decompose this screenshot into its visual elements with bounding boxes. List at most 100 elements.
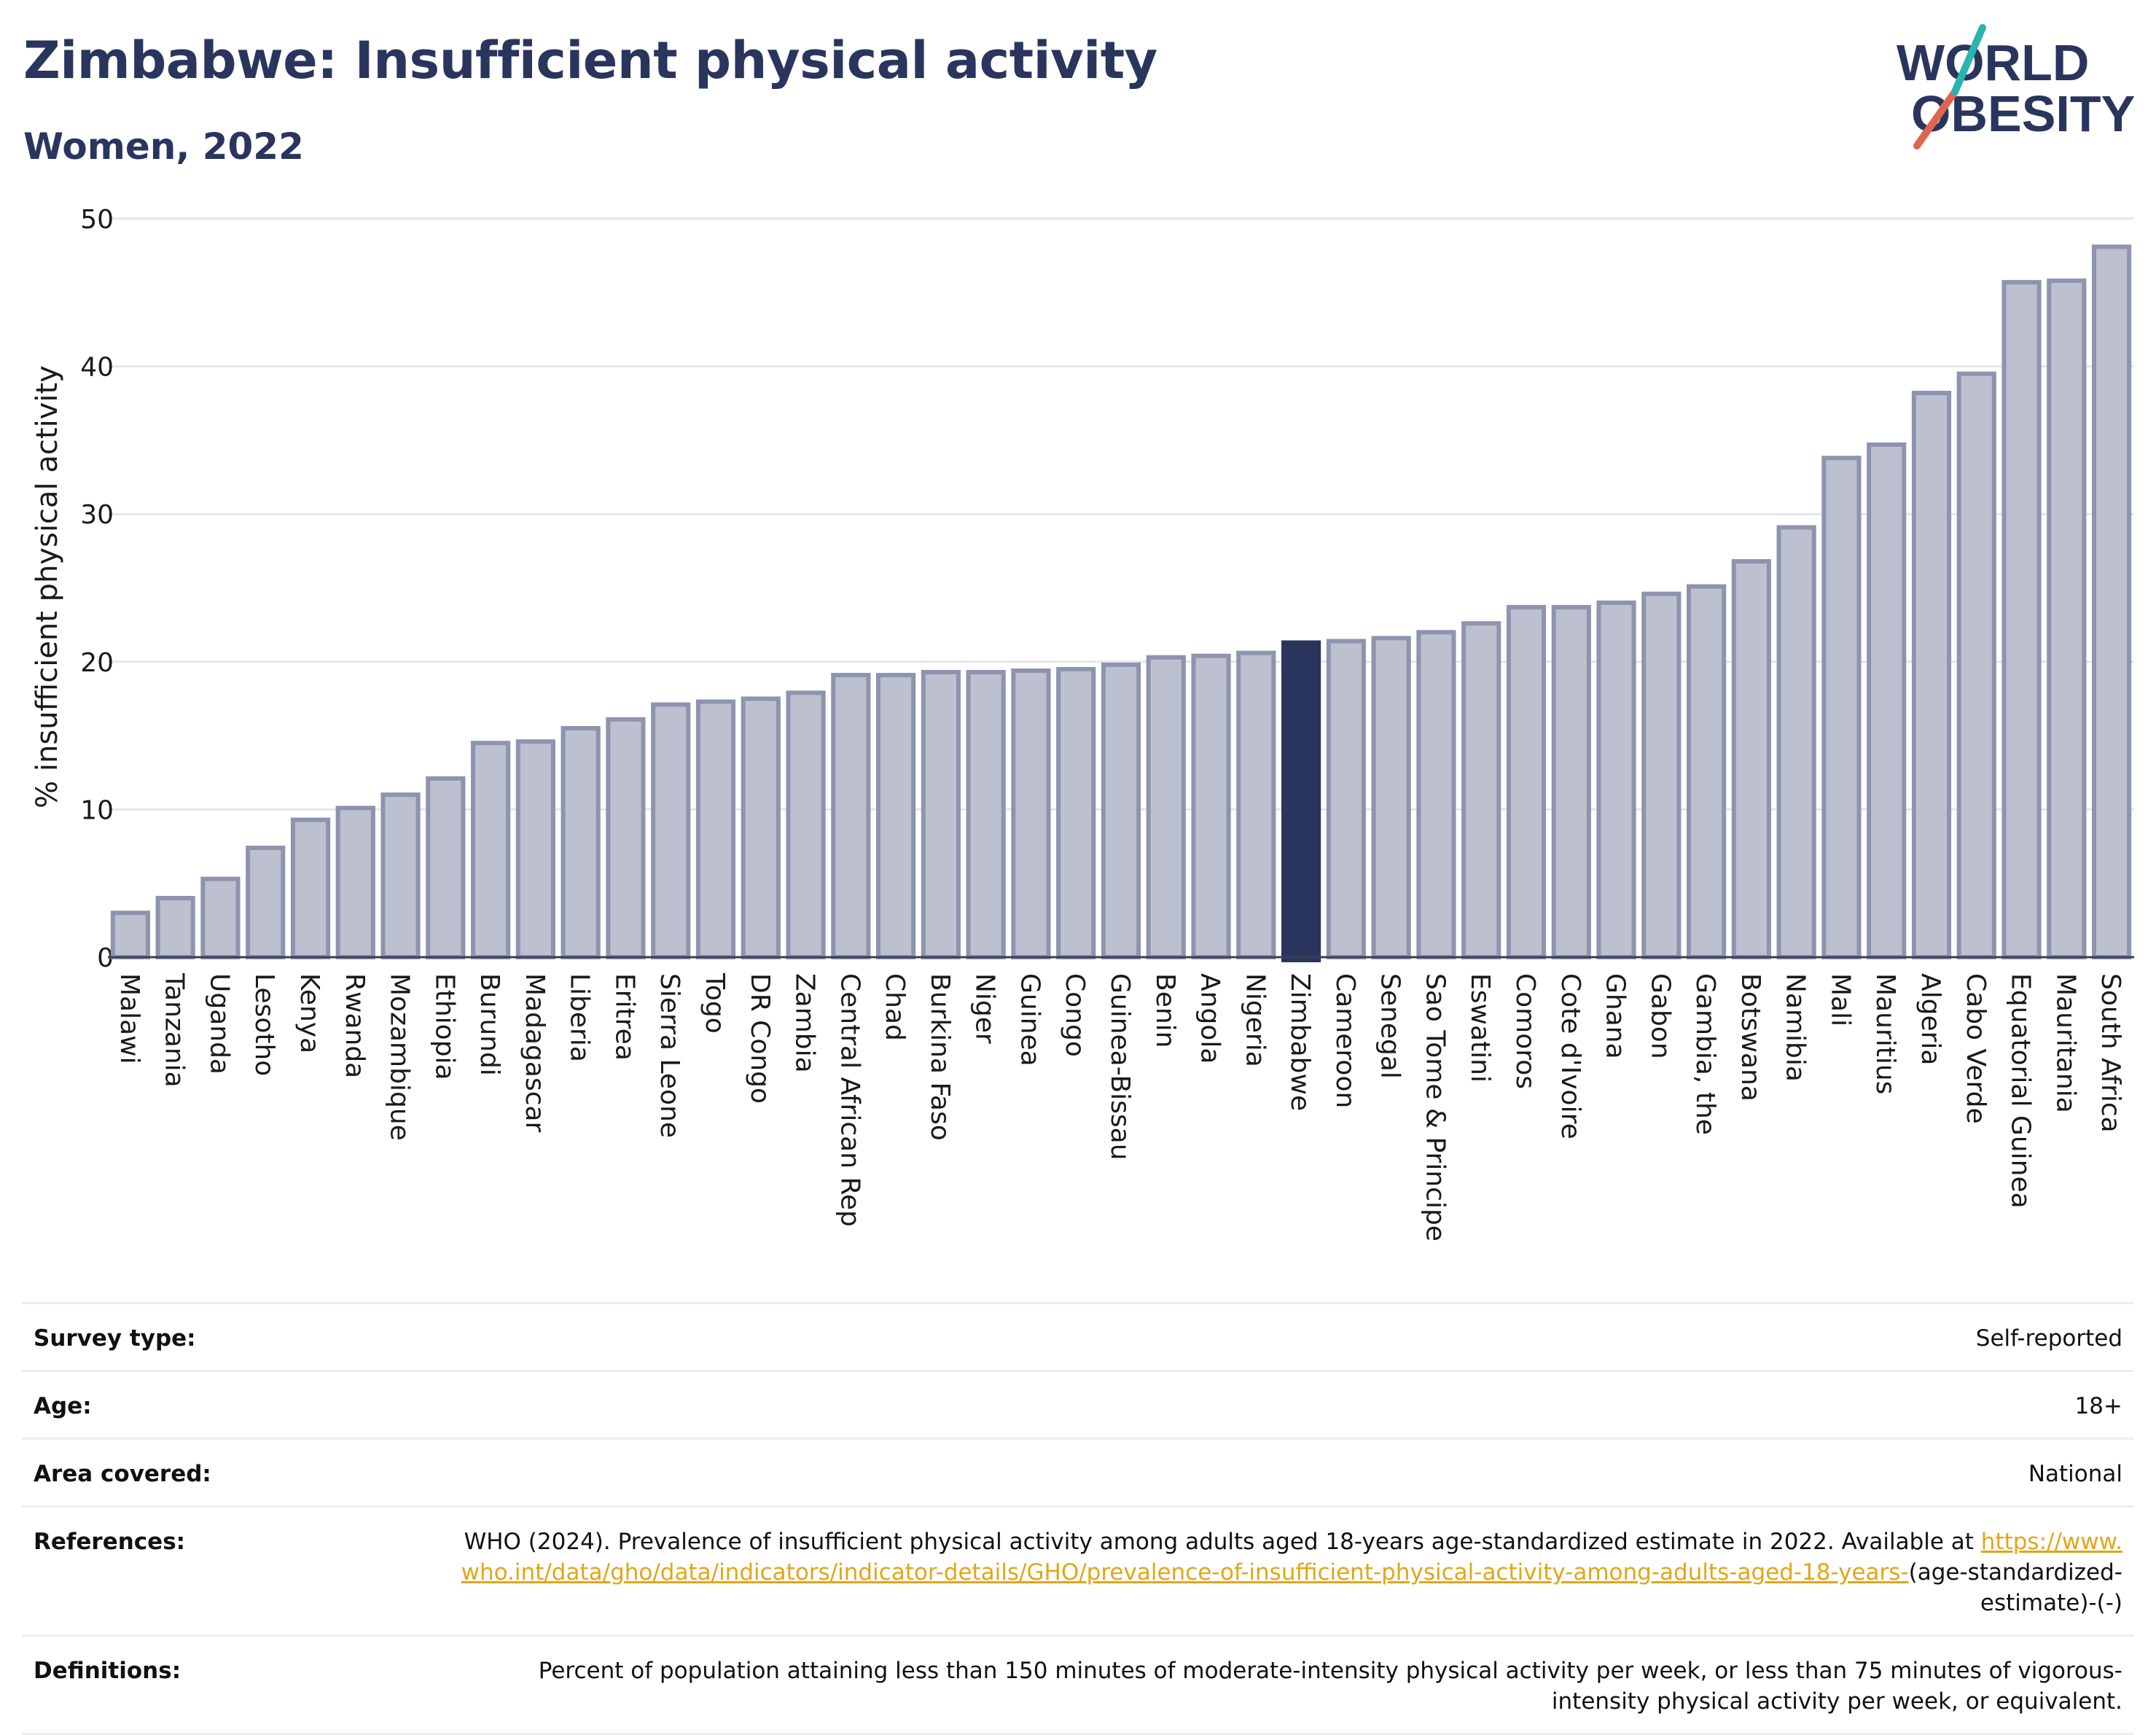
x-tick-label: Nigeria bbox=[1240, 973, 1270, 1067]
bar-mali bbox=[1821, 456, 1862, 959]
meta-value: WHO (2024). Prevalence of insufficient p… bbox=[446, 1527, 2122, 1618]
x-tick-label: Comoros bbox=[1510, 973, 1540, 1089]
bars bbox=[110, 244, 2132, 962]
meta-label: References: bbox=[34, 1529, 186, 1555]
x-tick-label: Ethiopia bbox=[429, 973, 459, 1080]
x-tick-label: South Africa bbox=[2096, 973, 2125, 1133]
meta-label: Definitions: bbox=[34, 1658, 181, 1684]
bar-cote-d-ivoire bbox=[1551, 604, 1591, 959]
bar-eritrea bbox=[606, 717, 646, 960]
page-subtitle: Women, 2022 bbox=[23, 125, 304, 168]
x-tick-label: Central African Rep bbox=[835, 973, 864, 1227]
x-tick-label: Kenya bbox=[294, 973, 324, 1053]
bar-cameroon bbox=[1326, 639, 1366, 959]
metadata-table: Survey type: Self-reported Age: 18+ Area… bbox=[22, 1302, 2134, 1735]
bar-zimbabwe bbox=[1281, 640, 1321, 962]
x-tick-label: Malawi bbox=[114, 973, 144, 1064]
x-tick-label: Sao Tome & Principe bbox=[1420, 973, 1450, 1241]
x-tick-label: Algeria bbox=[1915, 973, 1945, 1066]
reference-text: WHO (2024). Prevalence of insufficient p… bbox=[464, 1529, 1974, 1555]
bar-benin bbox=[1146, 655, 1186, 959]
x-tick-label: Guinea-Bissau bbox=[1105, 973, 1135, 1161]
y-axis-label: % insufficient physical activity bbox=[31, 365, 64, 808]
bar-mauritania bbox=[2047, 278, 2087, 960]
bar-ethiopia bbox=[426, 776, 466, 959]
bar-niger bbox=[966, 669, 1006, 959]
x-tick-label: Sierra Leone bbox=[655, 973, 684, 1138]
bar-dr-congo bbox=[741, 696, 781, 959]
bar-eswatini bbox=[1461, 621, 1501, 960]
reference-link[interactable]: https://www.who.int/data/gho/data/indica… bbox=[461, 1529, 2122, 1586]
bar-malawi bbox=[110, 911, 150, 959]
bar-guinea bbox=[1011, 668, 1051, 959]
bar-senegal bbox=[1371, 636, 1411, 959]
x-tick-label: Gambia, the bbox=[1690, 973, 1720, 1135]
world-obesity-logo: WORLD OBESITY bbox=[1897, 24, 2135, 149]
y-tick-label: 50 bbox=[80, 205, 114, 235]
y-tick-label: 40 bbox=[80, 353, 114, 383]
x-tick-label: Rwanda bbox=[340, 973, 370, 1078]
bar-ghana bbox=[1596, 600, 1636, 959]
meta-row-area-covered: Area covered: National bbox=[22, 1438, 2134, 1505]
x-tick-label: Cote d'Ivoire bbox=[1555, 973, 1585, 1139]
bar-algeria bbox=[1911, 391, 1952, 959]
x-tick-label: Congo bbox=[1060, 973, 1090, 1057]
bar-equatorial-guinea bbox=[2001, 280, 2042, 960]
meta-value: Percent of population attaining less tha… bbox=[538, 1658, 2122, 1715]
x-axis-labels: Malawi Tanzania Uganda Lesotho Kenya Rwanda Mo… bbox=[114, 972, 2125, 1241]
x-tick-label: Equatorial Guinea bbox=[2006, 973, 2036, 1209]
bar-comoros bbox=[1506, 604, 1547, 959]
logo-slash-upper bbox=[1951, 24, 1986, 95]
x-tick-label: Zimbabwe bbox=[1285, 973, 1315, 1111]
bar-chad bbox=[876, 673, 916, 959]
y-axis-ticks: 0 10 20 30 40 50 bbox=[80, 205, 114, 973]
bar-gabon bbox=[1641, 591, 1682, 959]
x-tick-label: Lesotho bbox=[249, 973, 279, 1076]
meta-row-references: References: WHO (2024). Prevalence of in… bbox=[22, 1505, 2134, 1634]
bar-cabo-verde bbox=[1956, 371, 1996, 959]
meta-label: Survey type: bbox=[34, 1325, 196, 1352]
x-tick-label: Guinea bbox=[1015, 973, 1044, 1067]
bar-kenya bbox=[290, 817, 331, 960]
bar-lesotho bbox=[246, 846, 286, 960]
x-tick-label: Burkina Faso bbox=[925, 973, 955, 1141]
x-tick-label: Mozambique bbox=[385, 973, 415, 1141]
x-tick-label: Niger bbox=[970, 973, 1000, 1044]
bar-togo bbox=[695, 699, 736, 959]
x-tick-label: Zambia bbox=[790, 973, 820, 1073]
logo-slash-lower bbox=[1913, 88, 1958, 149]
bar-burundi bbox=[471, 741, 511, 959]
meta-value: 18+ bbox=[2074, 1393, 2122, 1419]
x-tick-label: Cabo Verde bbox=[1961, 973, 1991, 1124]
y-tick-label: 30 bbox=[80, 500, 114, 530]
bar-mauritius bbox=[1867, 442, 1907, 959]
bar-sao-tome-principe bbox=[1416, 630, 1456, 960]
bar-tanzania bbox=[155, 895, 195, 959]
bar-madagascar bbox=[515, 739, 555, 959]
x-tick-label: Benin bbox=[1150, 973, 1180, 1048]
y-tick-label: 20 bbox=[80, 648, 114, 678]
bar-burkina-faso bbox=[921, 669, 961, 959]
x-tick-label: Angola bbox=[1195, 973, 1225, 1064]
x-tick-label: Namibia bbox=[1781, 973, 1811, 1082]
bar-uganda bbox=[200, 876, 241, 959]
x-tick-label: Uganda bbox=[204, 973, 234, 1075]
bar-rwanda bbox=[335, 806, 375, 960]
x-tick-label: Mauritius bbox=[1870, 973, 1900, 1094]
x-tick-label: Liberia bbox=[565, 973, 595, 1062]
x-tick-label: DR Congo bbox=[745, 973, 775, 1104]
bar-botswana bbox=[1731, 559, 1771, 959]
bar-central-african-rep bbox=[831, 673, 871, 959]
bar-nigeria bbox=[1236, 650, 1276, 959]
bar-namibia bbox=[1776, 525, 1816, 959]
bar-guinea-bissau bbox=[1101, 662, 1141, 959]
meta-row-age: Age: 18+ bbox=[22, 1370, 2134, 1438]
bar-angola bbox=[1191, 653, 1231, 959]
x-tick-label: Mali bbox=[1825, 973, 1855, 1026]
x-tick-label: Eswatini bbox=[1465, 973, 1495, 1083]
reference-text-after: (age-standardized-estimate)-(-) bbox=[1908, 1559, 2122, 1616]
bar-south-africa bbox=[2092, 244, 2132, 959]
meta-value: Self-reported bbox=[1975, 1325, 2122, 1352]
bar-liberia bbox=[561, 725, 601, 959]
x-tick-label: Chad bbox=[880, 973, 910, 1041]
